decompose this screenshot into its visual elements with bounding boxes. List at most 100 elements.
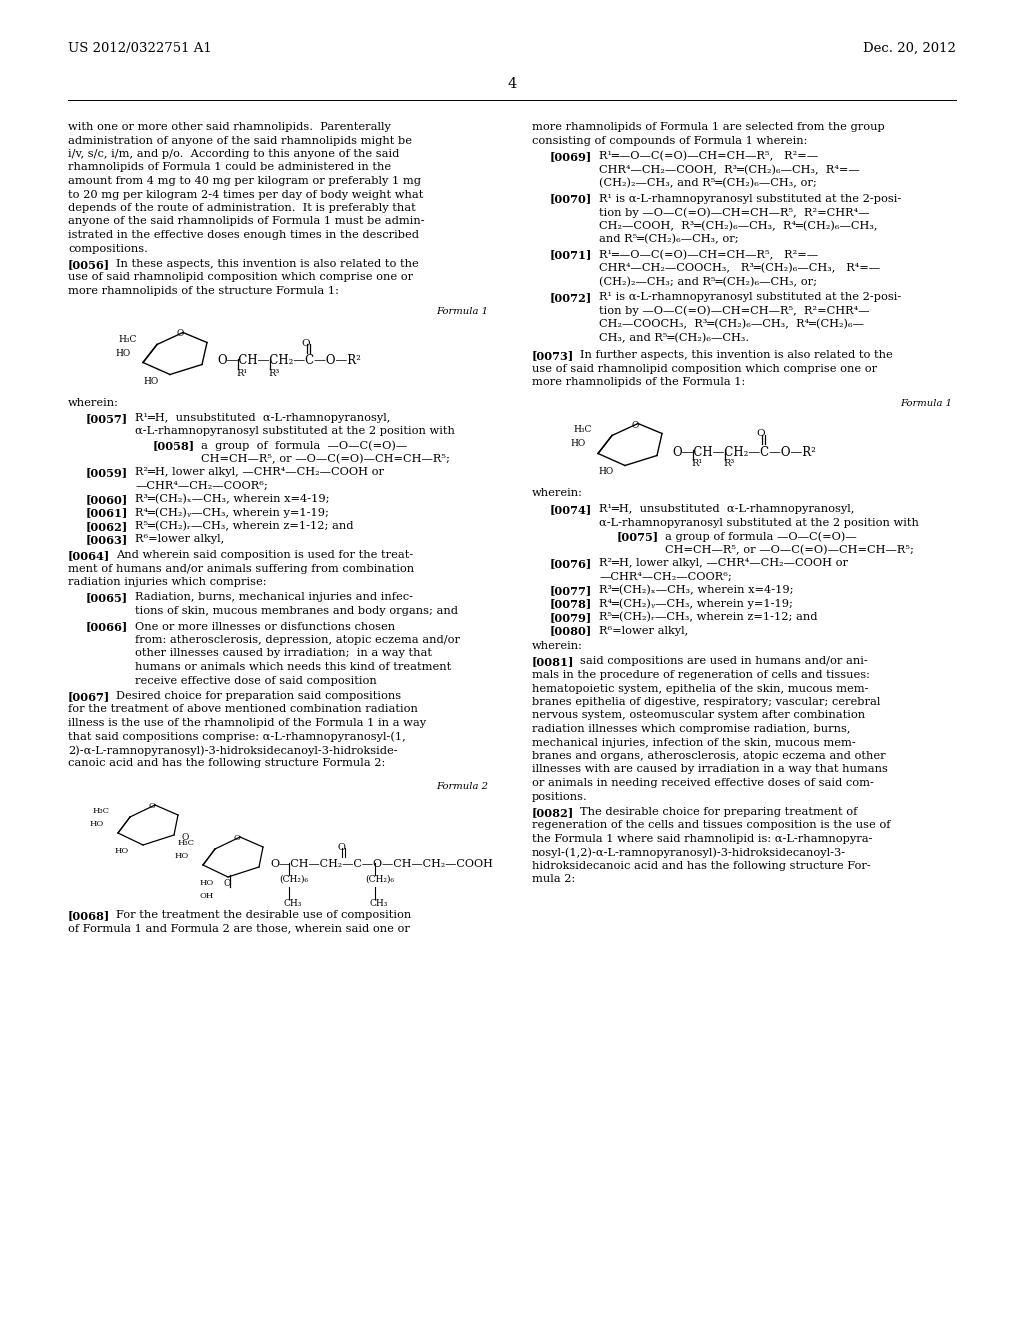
Text: R¹ is α-L-rhamnopyranosyl substituted at the 2-posi-: R¹ is α-L-rhamnopyranosyl substituted at… (599, 292, 901, 302)
Text: —CHR⁴—CH₂—COOR⁶;: —CHR⁴—CH₂—COOR⁶; (135, 480, 267, 491)
Text: [0078]: [0078] (550, 598, 592, 610)
Text: HO: HO (175, 851, 189, 861)
Text: α-L-rhamnopyranosyl substituted at the 2 position with: α-L-rhamnopyranosyl substituted at the 2… (135, 426, 455, 437)
Text: [0081]: [0081] (532, 656, 574, 668)
Text: R⁴═(CH₂)ᵧ—CH₃, wherein y=1-19;: R⁴═(CH₂)ᵧ—CH₃, wherein y=1-19; (599, 598, 793, 609)
Text: [0063]: [0063] (86, 535, 128, 545)
Text: α-L-rhamnopyranosyl substituted at the 2 position with: α-L-rhamnopyranosyl substituted at the 2… (599, 517, 919, 528)
Text: [0072]: [0072] (550, 292, 592, 304)
Text: Dec. 20, 2012: Dec. 20, 2012 (863, 42, 956, 55)
Text: —CHR⁴—CH₂—COOR⁶;: —CHR⁴—CH₂—COOR⁶; (599, 572, 732, 582)
Text: R³═(CH₂)ₓ—CH₃, wherein x=4-19;: R³═(CH₂)ₓ—CH₃, wherein x=4-19; (599, 585, 794, 595)
Text: Formula 2: Formula 2 (436, 781, 488, 791)
Text: HO: HO (90, 820, 104, 828)
Text: H₃C: H₃C (93, 807, 110, 814)
Text: CH=CH—R⁵, or —O—C(=O)—CH=CH—R⁵;: CH=CH—R⁵, or —O—C(=O)—CH=CH—R⁵; (201, 454, 450, 463)
Text: anyone of the said rhamnolipids of Formula 1 must be admin-: anyone of the said rhamnolipids of Formu… (68, 216, 425, 227)
Text: R³: R³ (268, 368, 280, 378)
Text: CH₃: CH₃ (370, 899, 388, 908)
Text: receive effective dose of said composition: receive effective dose of said compositi… (135, 676, 377, 685)
Text: O—CH—CH₂—C—O—R²: O—CH—CH₂—C—O—R² (672, 446, 816, 458)
Text: R¹═—O—C(=O)—CH=CH—R⁵,   R²=—: R¹═—O—C(=O)—CH=CH—R⁵, R²=— (599, 150, 818, 161)
Text: mals in the procedure of regeneration of cells and tissues:: mals in the procedure of regeneration of… (532, 671, 869, 680)
Text: mechanical injuries, infection of the skin, mucous mem-: mechanical injuries, infection of the sk… (532, 738, 856, 747)
Text: R⁴═(CH₂)ᵧ—CH₃, wherein y=1-19;: R⁴═(CH₂)ᵧ—CH₃, wherein y=1-19; (135, 507, 329, 517)
Text: regeneration of the cells and tissues composition is the use of: regeneration of the cells and tissues co… (532, 821, 891, 830)
Text: illnesses with are caused by irradiation in a way that humans: illnesses with are caused by irradiation… (532, 764, 888, 775)
Text: US 2012/0322751 A1: US 2012/0322751 A1 (68, 42, 212, 55)
Text: tions of skin, mucous membranes and body organs; and: tions of skin, mucous membranes and body… (135, 606, 458, 616)
Text: amount from 4 mg to 40 mg per kilogram or preferably 1 mg: amount from 4 mg to 40 mg per kilogram o… (68, 176, 421, 186)
Text: O—CH—CH₂—C—O—CH—CH₂—COOH: O—CH—CH₂—C—O—CH—CH₂—COOH (270, 859, 493, 869)
Text: ment of humans and/or animals suffering from combination: ment of humans and/or animals suffering … (68, 564, 414, 573)
Text: and R⁵═(CH₂)₆—CH₃, or;: and R⁵═(CH₂)₆—CH₃, or; (599, 234, 738, 244)
Text: O: O (632, 421, 639, 429)
Text: CH₃: CH₃ (284, 899, 302, 908)
Text: nervous system, osteomuscular system after combination: nervous system, osteomuscular system aft… (532, 710, 865, 721)
Text: In these aspects, this invention is also related to the: In these aspects, this invention is also… (116, 259, 419, 269)
Text: compositions.: compositions. (68, 243, 147, 253)
Text: said compositions are used in humans and/or ani-: said compositions are used in humans and… (580, 656, 867, 667)
Text: CHR⁴—CH₂—COOH,  R³═(CH₂)₆—CH₃,  R⁴=—: CHR⁴—CH₂—COOH, R³═(CH₂)₆—CH₃, R⁴=— (599, 165, 860, 174)
Text: 2)-α-L-ramnopyranosyl)-3-hidroksidecanoyl-3-hidrokside-: 2)-α-L-ramnopyranosyl)-3-hidroksidecanoy… (68, 744, 397, 755)
Text: (CH₂)₆: (CH₂)₆ (279, 875, 308, 884)
Text: nosyl-(1,2)-α-L-ramnopyranosyl)-3-hidroksidecanoyl-3-: nosyl-(1,2)-α-L-ramnopyranosyl)-3-hidrok… (532, 847, 846, 858)
Text: H₃C: H₃C (178, 840, 195, 847)
Text: HO: HO (143, 376, 159, 385)
Text: [0067]: [0067] (68, 690, 111, 702)
Text: R⁶=lower alkyl,: R⁶=lower alkyl, (135, 535, 224, 544)
Text: R³═(CH₂)ₓ—CH₃, wherein x=4-19;: R³═(CH₂)ₓ—CH₃, wherein x=4-19; (135, 494, 330, 504)
Text: more rhamnolipids of Formula 1 are selected from the group: more rhamnolipids of Formula 1 are selec… (532, 121, 885, 132)
Text: R⁵═(CH₂)ᵣ—CH₃, wherein z=1-12; and: R⁵═(CH₂)ᵣ—CH₃, wherein z=1-12; and (599, 612, 817, 622)
Text: (CH₂)₆: (CH₂)₆ (365, 875, 394, 884)
Text: [0062]: [0062] (86, 521, 128, 532)
Text: O—CH—CH₂—C—O—R²: O—CH—CH₂—C—O—R² (217, 355, 360, 367)
Text: [0077]: [0077] (550, 585, 592, 597)
Text: administration of anyone of the said rhamnolipids might be: administration of anyone of the said rha… (68, 136, 412, 145)
Text: R⁵═(CH₂)ᵣ—CH₃, wherein z=1-12; and: R⁵═(CH₂)ᵣ—CH₃, wherein z=1-12; and (135, 521, 353, 532)
Text: [0076]: [0076] (550, 558, 592, 569)
Text: R¹═—O—C(=O)—CH=CH—R⁵,   R²=—: R¹═—O—C(=O)—CH=CH—R⁵, R²=— (599, 249, 818, 260)
Text: CH₃, and R⁵═(CH₂)₆—CH₃.: CH₃, and R⁵═(CH₂)₆—CH₃. (599, 333, 750, 343)
Text: positions.: positions. (532, 792, 588, 801)
Text: depends of the route of administration.  It is preferably that: depends of the route of administration. … (68, 203, 416, 213)
Text: [0061]: [0061] (86, 507, 128, 519)
Text: tion by —O—C(=O)—CH=CH—R⁵,  R²=CHR⁴—: tion by —O—C(=O)—CH=CH—R⁵, R²=CHR⁴— (599, 207, 869, 218)
Text: The desirable choice for preparing treatment of: The desirable choice for preparing treat… (580, 807, 857, 817)
Text: R²═H, lower alkyl, —CHR⁴—CH₂—COOH or: R²═H, lower alkyl, —CHR⁴—CH₂—COOH or (599, 558, 848, 568)
Text: [0071]: [0071] (550, 249, 592, 260)
Text: illness is the use of the rhamnolipid of the Formula 1 in a way: illness is the use of the rhamnolipid of… (68, 718, 426, 729)
Text: mula 2:: mula 2: (532, 874, 575, 884)
Text: (CH₂)₂—CH₃, and R⁵═(CH₂)₆—CH₃, or;: (CH₂)₂—CH₃, and R⁵═(CH₂)₆—CH₃, or; (599, 178, 817, 189)
Text: other illnesses caused by irradiation;  in a way that: other illnesses caused by irradiation; i… (135, 648, 432, 659)
Text: OH: OH (200, 892, 214, 900)
Text: Desired choice for preparation said compositions: Desired choice for preparation said comp… (116, 690, 401, 701)
Text: branes epithelia of digestive, respiratory; vascular; cerebral: branes epithelia of digestive, respirato… (532, 697, 881, 708)
Text: radiation illnesses which compromise radiation, burns,: radiation illnesses which compromise rad… (532, 723, 851, 734)
Text: O: O (337, 843, 345, 851)
Text: [0069]: [0069] (550, 150, 592, 162)
Text: of Formula 1 and Formula 2 are those, wherein said one or: of Formula 1 and Formula 2 are those, wh… (68, 924, 410, 933)
Text: rhamnolipids of Formula 1 could be administered in the: rhamnolipids of Formula 1 could be admin… (68, 162, 391, 173)
Text: or animals in needing received effective doses of said com-: or animals in needing received effective… (532, 777, 873, 788)
Text: One or more illnesses or disfunctions chosen: One or more illnesses or disfunctions ch… (135, 622, 395, 631)
Text: consisting of compounds of Formula 1 wherein:: consisting of compounds of Formula 1 whe… (532, 136, 807, 145)
Text: with one or more other said rhamnolipids.  Parenterally: with one or more other said rhamnolipids… (68, 121, 391, 132)
Text: use of said rhamnolipid composition which comprise one or: use of said rhamnolipid composition whic… (68, 272, 413, 282)
Text: R¹ is α-L-rhamnopyranosyl substituted at the 2-posi-: R¹ is α-L-rhamnopyranosyl substituted at… (599, 194, 901, 203)
Text: use of said rhamnolipid composition which comprise one or: use of said rhamnolipid composition whic… (532, 363, 878, 374)
Text: HO: HO (200, 879, 214, 887)
Text: [0080]: [0080] (550, 626, 592, 636)
Text: a  group  of  formula  —O—C(=O)—: a group of formula —O—C(=O)— (201, 440, 408, 450)
Text: i/v, s/c, i/m, and p/o.  According to this anyone of the said: i/v, s/c, i/m, and p/o. According to thi… (68, 149, 399, 158)
Text: R¹═H,  unsubstituted  α-L-rhamnopyranosyl,: R¹═H, unsubstituted α-L-rhamnopyranosyl, (599, 504, 854, 513)
Text: for the treatment of above mentioned combination radiation: for the treatment of above mentioned com… (68, 705, 418, 714)
Text: R¹: R¹ (236, 368, 247, 378)
Text: canoic acid and has the following structure Formula 2:: canoic acid and has the following struct… (68, 759, 385, 768)
Text: And wherein said composition is used for the treat-: And wherein said composition is used for… (116, 550, 414, 560)
Text: HO: HO (598, 467, 613, 477)
Text: hidroksidecanoic acid and has the following structure For-: hidroksidecanoic acid and has the follow… (532, 861, 870, 871)
Text: istrated in the effective doses enough times in the described: istrated in the effective doses enough t… (68, 230, 419, 240)
Text: O: O (148, 803, 156, 810)
Text: radiation injuries which comprise:: radiation injuries which comprise: (68, 577, 266, 587)
